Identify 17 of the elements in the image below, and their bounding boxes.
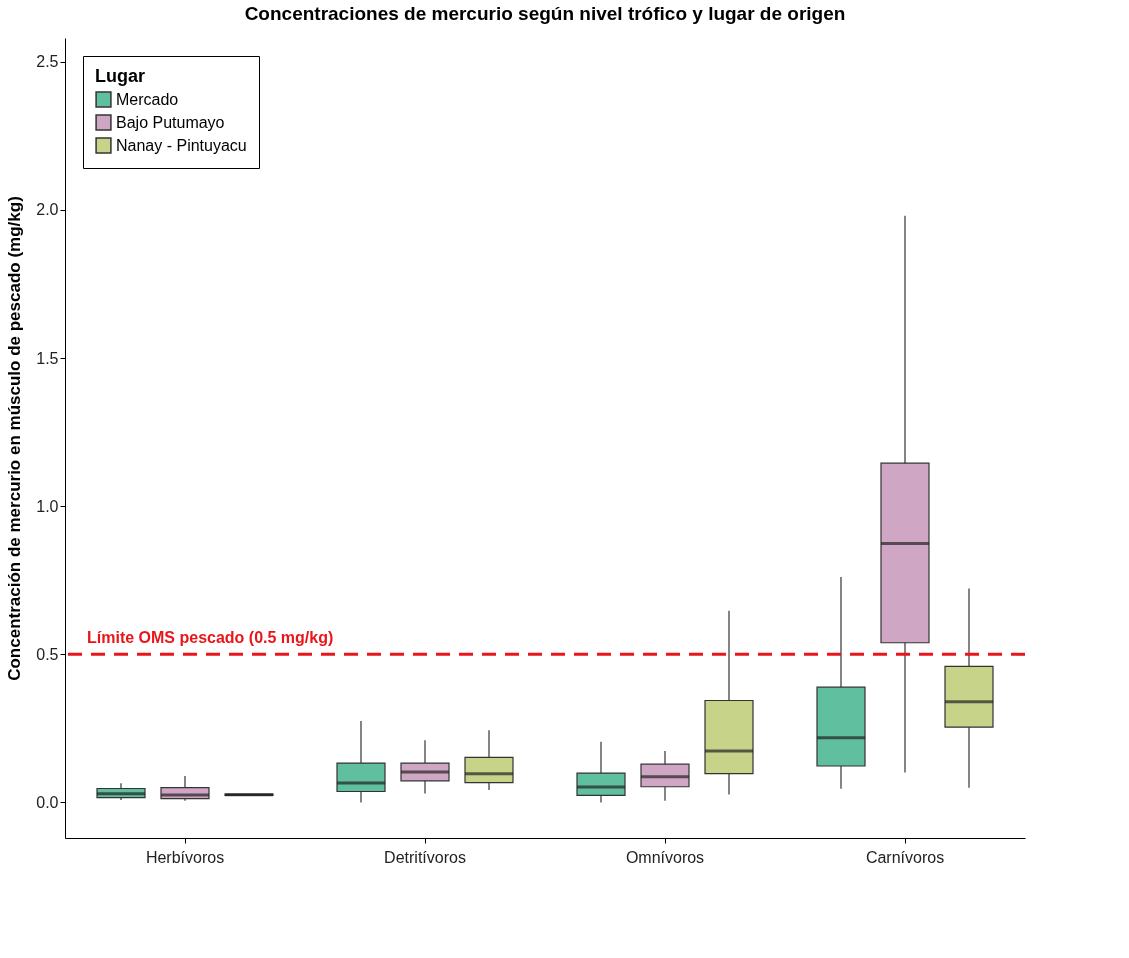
y-tick-label: 1.5 [36,349,59,367]
legend-label: Mercado [116,90,179,108]
ref-line-label: Límite OMS pescado (0.5 mg/kg) [87,629,334,647]
y-tick-label: 0.0 [36,793,59,811]
x-tick-label: Detritívoros [384,848,466,866]
y-tick-label: 2.5 [36,53,59,71]
legend-label: Bajo Putumayo [116,113,225,131]
x-tick-label: Carnívoros [865,848,945,866]
y-tick-label: 1.0 [36,497,59,515]
legend-label: Nanay - Pintuyacu [116,136,247,154]
chart-title: Concentraciones de mercurio según nivel trófico y lugar de origen [244,3,846,24]
x-tick-label: Omnívoros [625,848,705,866]
y-tick-label: 2.0 [36,201,59,219]
y-axis-title: Concentración de mercurio en músculo de pescado (mg/kg) [5,196,25,681]
x-tick-label: Herbívoros [145,848,225,866]
y-tick-label: 0.5 [36,645,59,663]
legend-title: Lugar [95,66,146,86]
